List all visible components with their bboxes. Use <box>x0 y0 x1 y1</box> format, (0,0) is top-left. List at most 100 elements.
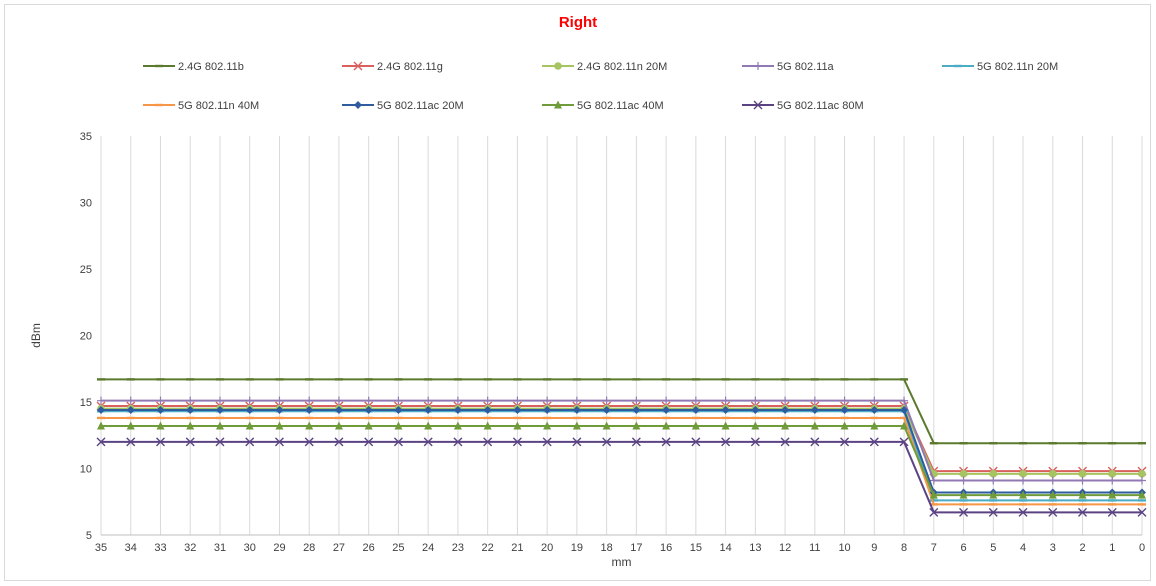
data-point <box>989 476 998 485</box>
data-point <box>602 437 612 447</box>
data-point <box>662 421 671 430</box>
data-point <box>1018 507 1028 517</box>
data-point <box>781 421 790 430</box>
data-point <box>780 437 790 447</box>
data-point <box>334 405 343 414</box>
data-point <box>126 437 136 447</box>
data-point <box>691 396 700 405</box>
data-point <box>1078 490 1087 499</box>
data-point <box>334 437 344 447</box>
data-point <box>900 421 909 430</box>
legend-marker <box>554 100 562 109</box>
legend-item: 2.4G 802.11g <box>342 61 443 73</box>
x-tick-label: 15 <box>690 542 702 554</box>
data-point <box>97 405 105 414</box>
series-1 <box>97 378 1146 445</box>
data-point <box>572 437 582 447</box>
x-tick-label: 22 <box>482 542 494 554</box>
y-tick-label: 35 <box>80 131 92 143</box>
data-point <box>453 421 462 430</box>
series-line <box>101 404 1142 473</box>
data-point <box>959 476 968 485</box>
data-point <box>215 396 224 405</box>
data-point <box>245 421 254 430</box>
x-tick-label: 21 <box>511 542 523 554</box>
data-point <box>275 396 284 405</box>
data-point <box>97 396 105 405</box>
data-point <box>543 396 552 405</box>
data-point <box>1108 476 1117 485</box>
x-tick-label: 19 <box>571 542 583 554</box>
x-tick-label: 5 <box>990 542 996 554</box>
data-point <box>632 421 641 430</box>
data-point <box>1019 476 1028 485</box>
data-point <box>513 405 522 414</box>
data-point <box>750 437 760 447</box>
x-tick-label: 11 <box>809 542 820 554</box>
data-point <box>721 396 730 405</box>
data-point <box>393 437 403 447</box>
x-tick-label: 3 <box>1050 542 1056 554</box>
legend-item: 5G 802.11ac 80M <box>742 100 864 112</box>
data-point <box>572 405 581 414</box>
data-point <box>97 421 105 430</box>
data-point <box>334 396 343 405</box>
data-point <box>394 405 403 414</box>
data-point <box>870 421 879 430</box>
data-point <box>1138 470 1146 478</box>
data-point <box>840 437 850 447</box>
x-tick-label: 17 <box>630 542 642 554</box>
data-point <box>304 437 314 447</box>
data-point <box>840 421 849 430</box>
data-point <box>424 405 433 414</box>
data-point <box>869 437 879 447</box>
y-tick-label: 20 <box>80 331 92 343</box>
data-point <box>512 437 522 447</box>
chart-frame <box>4 4 1151 581</box>
data-point <box>245 405 254 414</box>
data-point <box>424 421 433 430</box>
legend-item: 5G 802.11n 40M <box>143 100 259 112</box>
data-point <box>1078 507 1088 517</box>
data-point <box>989 470 998 478</box>
data-point <box>1048 470 1057 478</box>
legend-marker <box>754 62 762 70</box>
x-tick-label: 20 <box>541 542 553 554</box>
data-point <box>1048 476 1057 485</box>
legend-item: 5G 802.11ac 20M <box>342 100 464 112</box>
data-point <box>602 405 611 414</box>
gridlines <box>100 136 1143 535</box>
data-point <box>1108 470 1117 478</box>
data-point <box>988 507 998 517</box>
data-point <box>929 476 938 485</box>
data-point <box>364 405 373 414</box>
data-point <box>156 421 165 430</box>
data-point <box>1019 490 1028 499</box>
data-point <box>572 421 581 430</box>
data-point <box>542 437 552 447</box>
data-point <box>126 405 135 414</box>
data-point <box>453 437 463 447</box>
data-point <box>751 405 760 414</box>
data-point <box>364 437 374 447</box>
data-point <box>394 396 403 405</box>
series-line <box>101 378 1142 445</box>
data-point <box>156 396 165 405</box>
data-point <box>1108 490 1117 499</box>
data-point <box>305 396 314 405</box>
data-point <box>424 396 433 405</box>
x-tick-label: 31 <box>214 542 226 554</box>
series-line <box>101 416 1142 506</box>
legend-marker <box>753 100 763 110</box>
data-point <box>721 437 731 447</box>
data-point <box>96 437 106 447</box>
x-tick-labels: 35 34 33 32 31 30 29 28 27 26 25 24 23 22 21 20 19 18 17 16… <box>95 542 1145 554</box>
data-point <box>513 396 522 405</box>
y-tick-label: 10 <box>80 464 92 476</box>
data-point <box>483 421 492 430</box>
x-axis-title: mm <box>612 555 632 569</box>
legend-marker <box>354 101 362 109</box>
x-tick-label: 24 <box>422 542 434 554</box>
data-point <box>810 405 819 414</box>
legend-label: 5G 802.11ac 80M <box>777 100 864 112</box>
